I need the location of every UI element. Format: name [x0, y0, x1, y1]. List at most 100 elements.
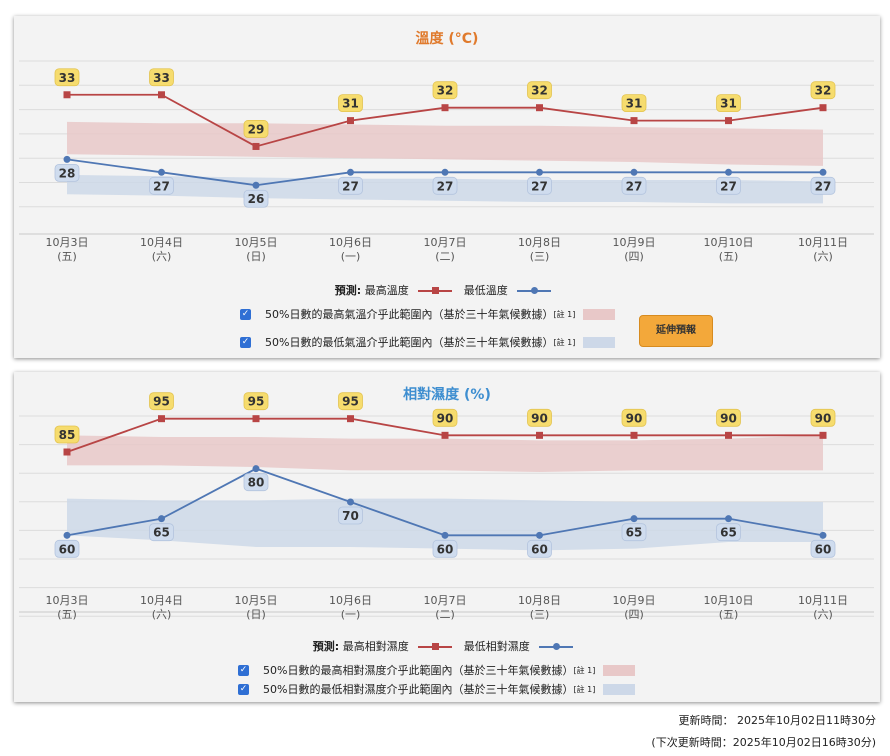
humidity-chart: 85 95 95 95 90 90 90 90 90 60 65 80 70 60 60 65 65 60 10月3… [19, 392, 874, 621]
min-data-label-badge [621, 523, 647, 542]
max-point [252, 142, 260, 150]
max-data-label: 90 [531, 411, 548, 425]
max-point [63, 448, 71, 456]
x-tick-date: 10月4日 [140, 236, 183, 249]
x-tick-weekday: (二) [435, 608, 455, 621]
x-tick-date: 10月6日 [329, 236, 372, 249]
checkbox-checked-icon[interactable]: ✓ [238, 683, 249, 695]
x-tick-date: 10月8日 [518, 236, 561, 249]
max-data-label-badge [432, 408, 458, 427]
min-data-label: 65 [153, 526, 170, 540]
x-tick-weekday: (四) [624, 250, 644, 263]
legend-min-line-icon [517, 285, 552, 297]
min-band-swatch [603, 683, 636, 695]
x-tick-date: 10月11日 [798, 594, 848, 607]
min-data-label-badge [527, 539, 552, 558]
legend-max-line-icon [418, 285, 453, 297]
x-tick-weekday: (六) [813, 250, 833, 263]
temp-max-band-toggle[interactable]: ✓ 50%日數的最高氣溫介乎此範圍內（基於三十年氣候數據） [註 1] [240, 306, 616, 322]
max-point [630, 117, 638, 125]
max-point [819, 431, 827, 439]
max-data-label-badge [810, 408, 836, 427]
x-tick-weekday: (一) [341, 608, 361, 621]
max-data-label: 31 [720, 97, 737, 111]
hum-min-band-toggle[interactable]: ✓ 50%日數的最低相對濕度介乎此範圍內（基於三十年氣候數據） [註 1] [238, 681, 636, 697]
min-data-label: 27 [153, 179, 170, 193]
max-data-label-badge [810, 81, 836, 100]
max-data-label: 33 [59, 71, 76, 85]
x-tick-date: 10月7日 [424, 236, 467, 249]
max-data-label-badge [54, 68, 80, 87]
min-point [347, 168, 354, 176]
max-point [441, 431, 449, 439]
min-band-swatch [583, 336, 616, 348]
max-data-label-badge [338, 392, 363, 411]
max-data-label-badge [149, 392, 174, 411]
max-point [158, 415, 165, 423]
hum-min-band-label: 50%日數的最低相對濕度介乎此範圍內（基於三十年氣候數據） [263, 683, 574, 696]
max-band-swatch [603, 664, 636, 676]
min-data-label-badge [810, 539, 836, 558]
max-point [536, 431, 543, 439]
note-1-link[interactable]: [註 1] [573, 665, 596, 675]
max-data-label-badge [716, 94, 741, 113]
max-data-label-badge [243, 120, 269, 138]
min-data-label: 27 [342, 179, 359, 193]
max-point [725, 431, 732, 439]
max-data-label: 95 [342, 395, 359, 409]
max-band-swatch [583, 308, 616, 320]
x-tick-weekday: (日) [246, 608, 266, 621]
min-data-label: 27 [531, 179, 548, 193]
x-tick-date: 10月8日 [518, 594, 561, 607]
temp-min-band-toggle[interactable]: ✓ 50%日數的最低氣溫介乎此範圍內（基於三十年氣候數據） [註 1] [240, 334, 616, 350]
x-tick-weekday: (五) [719, 250, 739, 263]
checkbox-checked-icon[interactable]: ✓ [240, 336, 251, 348]
note-1-link[interactable]: [註 1] [553, 337, 576, 347]
min-data-label: 27 [815, 179, 832, 193]
max-data-label: 32 [531, 84, 548, 98]
legend-prefix: 預測: [312, 640, 340, 653]
humidity-chart-title: 相對濕度 (%) [403, 387, 491, 403]
max-data-label-badge [527, 408, 552, 427]
min-data-label-badge [527, 176, 552, 195]
min-point [630, 168, 638, 176]
min-point [252, 465, 260, 473]
max-point [158, 91, 165, 99]
temp-min-band-label: 50%日數的最低氣溫介乎此範圍內（基於三十年氣候數據） [265, 336, 554, 349]
x-tick-date: 10月10日 [704, 236, 754, 249]
min-data-label: 65 [720, 526, 737, 540]
min-data-label: 28 [59, 166, 76, 180]
min-point [252, 181, 260, 189]
note-1-link[interactable]: [註 1] [553, 309, 576, 319]
x-tick-weekday: (五) [57, 608, 77, 621]
min-data-label-badge [810, 176, 836, 195]
checkbox-checked-icon[interactable]: ✓ [238, 664, 249, 676]
min-point [536, 531, 543, 539]
min-data-label-badge [338, 506, 363, 525]
min-data-label: 60 [815, 542, 832, 556]
x-tick-date: 10月7日 [424, 594, 467, 607]
min-data-label-badge [243, 473, 269, 492]
temperature-panel: 溫度 (°C) 33 33 29 31 32 32 31 31 32 28 27 26 27 27 27 27… [14, 16, 880, 358]
humidity-legend: 預測: 最高相對濕度 最低相對濕度 [14, 638, 880, 654]
legend-prefix: 預測: [334, 284, 362, 297]
min-point [819, 531, 827, 539]
x-tick-weekday: (六) [813, 608, 833, 621]
x-tick-date: 10月5日 [235, 236, 278, 249]
max-data-label: 31 [342, 97, 359, 111]
max-data-label: 85 [59, 428, 76, 442]
temp-max-band-label: 50%日數的最高氣溫介乎此範圍內（基於三十年氣候數據） [265, 308, 554, 321]
x-tick-date: 10月3日 [46, 236, 89, 249]
max-data-label-badge [54, 425, 80, 444]
note-1-link[interactable]: [註 1] [573, 684, 596, 694]
hum-max-band-toggle[interactable]: ✓ 50%日數的最高相對濕度介乎此範圍內（基於三十年氣候數據） [註 1] [238, 662, 636, 678]
max-point [347, 415, 354, 423]
checkbox-checked-icon[interactable]: ✓ [240, 308, 251, 320]
min-data-label: 60 [437, 542, 454, 556]
x-tick-weekday: (五) [719, 608, 739, 621]
x-tick-weekday: (五) [57, 250, 77, 263]
min-data-label: 27 [720, 179, 737, 193]
extended-forecast-button[interactable]: 延伸預報 [639, 315, 713, 347]
legend-max-line-icon [418, 641, 453, 653]
x-tick-date: 10月6日 [329, 594, 372, 607]
